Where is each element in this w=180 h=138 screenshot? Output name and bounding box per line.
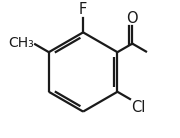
- Text: O: O: [127, 11, 138, 26]
- Text: F: F: [79, 2, 87, 17]
- Text: Cl: Cl: [131, 100, 145, 115]
- Text: CH₃: CH₃: [8, 36, 34, 50]
